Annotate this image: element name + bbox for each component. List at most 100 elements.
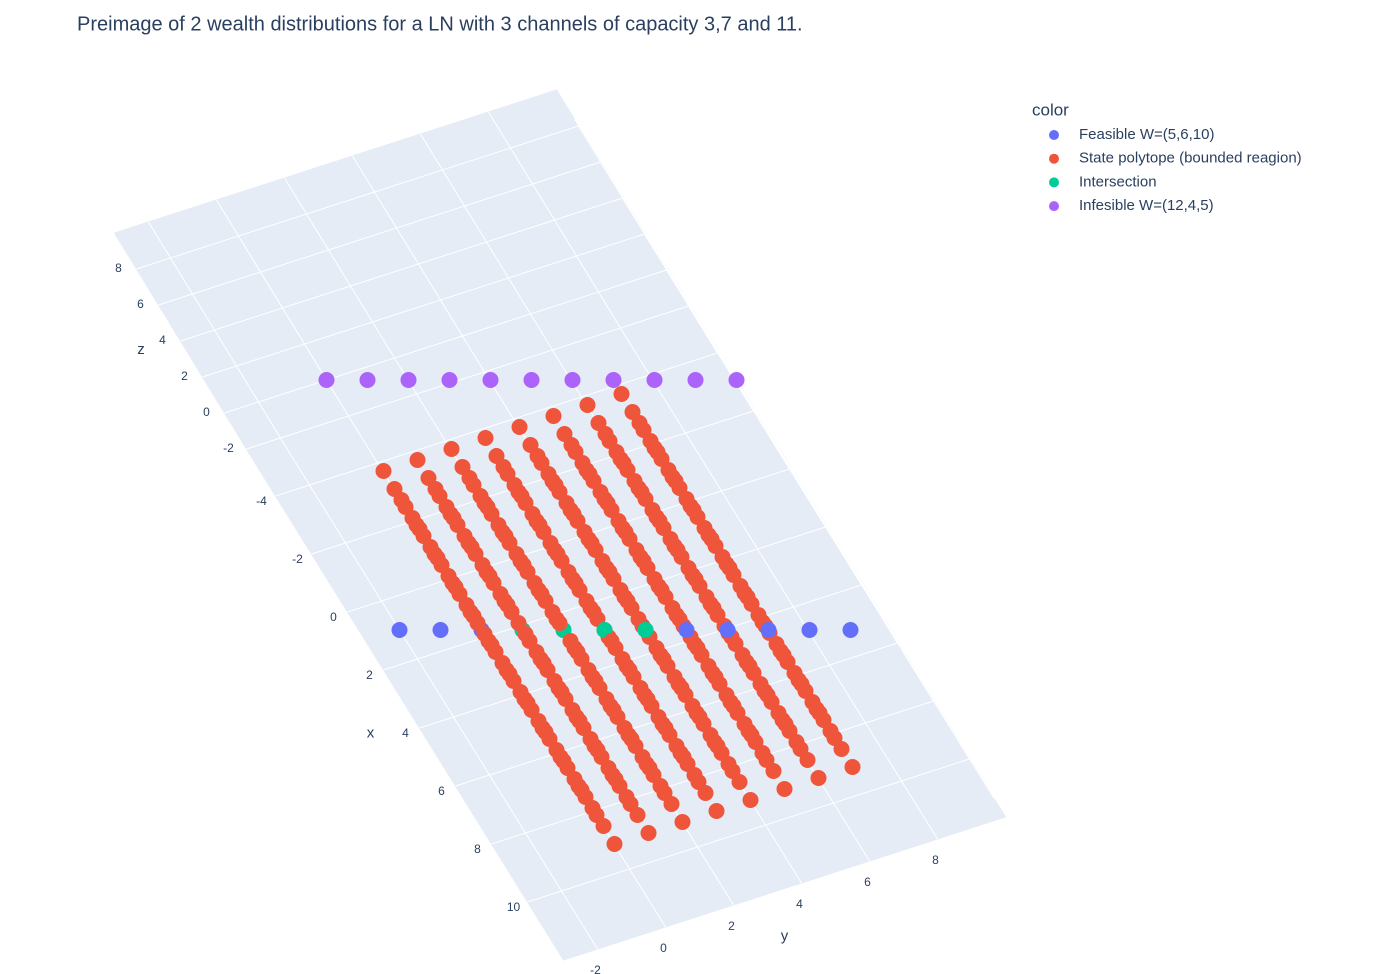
z-grid-line [202,233,645,378]
z-grid-line [578,125,885,620]
data-point [776,781,793,797]
x-tick-label: 10 [507,900,521,914]
legend-label[interactable]: Feasible W=(5,6,10) [1079,126,1214,143]
data-point [318,372,335,388]
y-tick-label: 4 [796,897,803,911]
data-point [707,669,724,685]
data-point [409,452,426,468]
chart-title: Preimage of 2 wealth distributions for a… [77,13,803,35]
data-point [545,408,562,424]
y-grid-line [488,111,632,347]
data-point [649,444,666,460]
z-tick-label: 4 [159,333,166,347]
data-point [571,713,588,729]
data-point [669,542,686,558]
data-point [801,622,818,638]
data-point [673,680,690,696]
data-point [607,771,624,787]
scene: -4 -2 0 2 4 6 8 10 -2 0 2 4 6 8 -2 0 2 4 6 8 x y z [113,89,1007,974]
y-grid-line [284,177,428,413]
data-point [603,633,620,649]
y-tick-label: -2 [590,963,601,974]
data-point [760,622,777,638]
legend-marker [1049,153,1059,164]
data-point [617,524,634,540]
legend-label[interactable]: State polytope (bounded reagion) [1079,150,1302,167]
data-point [720,756,737,772]
data-point [754,745,771,761]
data-point [359,372,376,388]
data-point [765,763,782,779]
x-grid-line [419,584,862,729]
data-point [537,724,554,740]
x-grid-line [275,352,718,497]
data-point [427,481,444,497]
data-point [497,528,514,544]
data-point [759,687,776,703]
data-point [687,372,704,388]
data-point [567,575,584,591]
data-point [621,662,638,678]
legend-marker [1049,130,1059,140]
z-tick-label: 0 [203,405,210,419]
data-point [551,615,568,631]
x-tick-label: -4 [256,494,267,508]
data-point [788,734,805,750]
legend-label[interactable]: Infesible W=(12,4,5) [1079,197,1214,214]
y-grid-line [148,221,292,457]
data-point [635,553,652,569]
data-point [822,723,839,739]
data-point [633,484,650,500]
data-point [483,637,500,653]
x-grid-line [383,526,826,671]
data-point [629,807,646,823]
data-point [447,579,464,595]
data-point [653,582,670,598]
data-point [479,499,496,515]
data-point [553,684,570,700]
y-tick-label: 6 [864,875,871,889]
data-point [584,800,601,816]
data-point [833,741,850,757]
x-tick-label: -2 [292,552,303,566]
data-point [605,702,622,718]
data-point [463,539,480,555]
y-grid-line [291,455,598,950]
data-point [519,695,536,711]
data-point [565,506,582,522]
data-point [689,640,706,656]
data-point [429,550,446,566]
data-point [569,644,586,660]
data-point [708,803,725,819]
data-point [739,589,756,605]
data-point [391,622,408,638]
y-tick-label: 8 [932,853,939,867]
data-point [445,510,462,526]
data-point [531,517,548,533]
data-point [615,455,632,471]
data-point [601,564,618,580]
data-point [529,448,546,464]
data-point [742,792,759,808]
data-point [705,600,722,616]
data-point [667,473,684,489]
legend-label[interactable]: Intersection [1079,173,1157,190]
data-point [587,673,604,689]
x-tick-label: 4 [402,726,409,740]
data-point [655,651,672,667]
data-point [651,513,668,529]
data-point [549,546,566,562]
data-point [691,709,708,725]
legend-marker [1049,177,1059,188]
data-point [411,521,428,537]
data-point [703,531,720,547]
z-tick-label: -2 [223,441,234,455]
data-point [523,372,540,388]
data-point [501,666,518,682]
x-grid-line [527,758,970,903]
x-tick-label: 6 [438,784,445,798]
data-point [686,767,703,783]
data-point [535,655,552,671]
data-point [844,759,861,775]
